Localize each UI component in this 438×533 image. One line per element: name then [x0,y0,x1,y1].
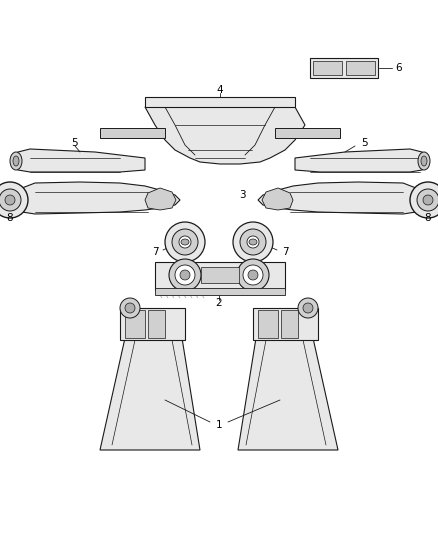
Text: 8: 8 [7,213,13,223]
Polygon shape [145,188,176,210]
Polygon shape [281,310,298,338]
Polygon shape [148,310,165,338]
Circle shape [169,259,201,291]
Polygon shape [346,61,375,75]
Text: 5: 5 [362,138,368,148]
Text: 7: 7 [282,247,288,257]
Ellipse shape [181,239,189,245]
Polygon shape [238,338,338,450]
Text: 7: 7 [152,247,158,257]
Circle shape [5,195,15,205]
Circle shape [237,259,269,291]
Bar [201,267,239,283]
Circle shape [175,265,195,285]
Circle shape [248,270,258,280]
Polygon shape [155,262,285,290]
Text: 4: 4 [217,85,223,95]
Ellipse shape [249,239,257,245]
Polygon shape [120,308,185,340]
Polygon shape [253,308,318,340]
Text: 3: 3 [239,190,245,200]
Circle shape [417,189,438,211]
Polygon shape [295,149,425,172]
Text: 1: 1 [215,420,223,430]
Polygon shape [310,58,378,78]
Polygon shape [20,182,180,214]
Polygon shape [15,149,145,172]
Circle shape [0,189,21,211]
Circle shape [423,195,433,205]
Circle shape [165,222,205,262]
Polygon shape [125,310,145,338]
Polygon shape [100,338,200,450]
Polygon shape [258,182,418,214]
Circle shape [180,270,190,280]
Ellipse shape [418,152,430,170]
Circle shape [125,303,135,313]
Ellipse shape [421,156,427,166]
Circle shape [303,303,313,313]
Text: 6: 6 [396,63,403,73]
Circle shape [410,182,438,218]
Circle shape [179,236,191,248]
Text: 8: 8 [425,213,431,223]
Ellipse shape [10,152,22,170]
Circle shape [243,265,263,285]
Polygon shape [275,128,340,138]
Circle shape [247,236,259,248]
Circle shape [298,298,318,318]
Polygon shape [258,310,278,338]
Text: 2: 2 [215,298,223,308]
Polygon shape [155,288,285,295]
Circle shape [233,222,273,262]
Circle shape [120,298,140,318]
Polygon shape [145,107,305,164]
Circle shape [240,229,266,255]
Circle shape [0,182,28,218]
Text: 5: 5 [72,138,78,148]
Polygon shape [100,128,165,138]
Polygon shape [313,61,342,75]
Ellipse shape [13,156,19,166]
Circle shape [172,229,198,255]
Polygon shape [262,188,293,210]
Polygon shape [145,97,295,107]
